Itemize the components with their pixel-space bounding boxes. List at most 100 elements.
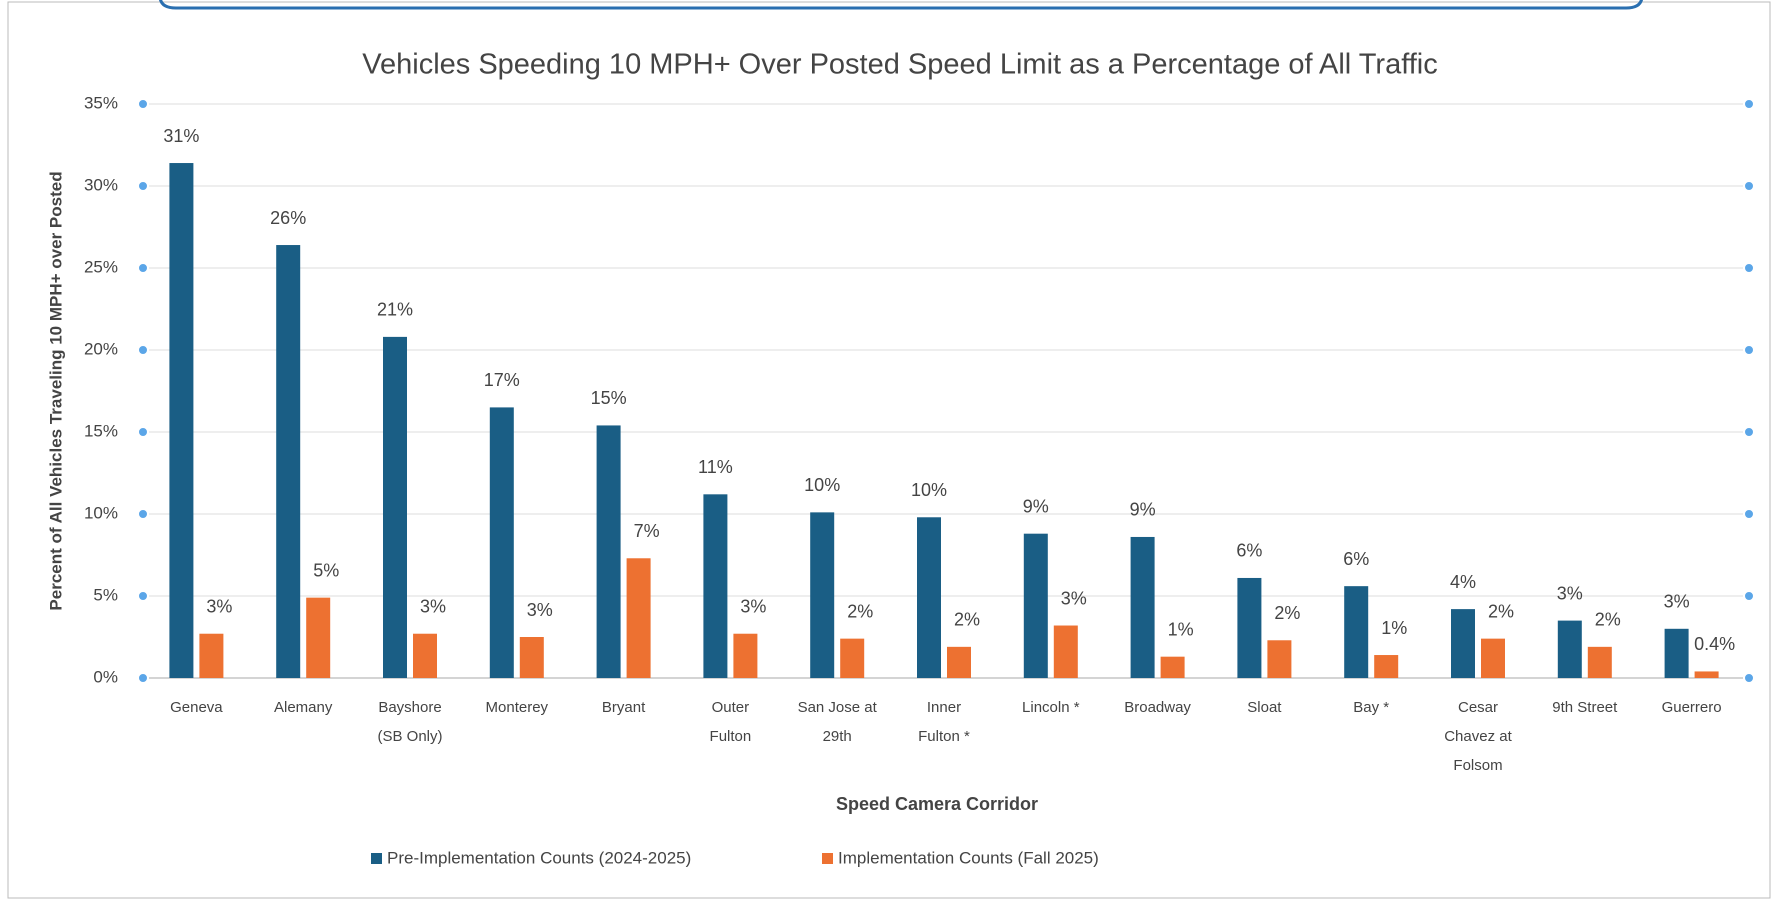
data-label: 0.4% <box>1694 634 1735 654</box>
bar <box>383 336 407 678</box>
x-tick-label: Guerrero <box>1661 699 1722 716</box>
axis-handle <box>1743 262 1755 274</box>
data-label: 2% <box>954 610 980 630</box>
data-label: 31% <box>163 126 199 146</box>
x-tick-label: Sloat <box>1247 699 1282 716</box>
axis-handle <box>1743 590 1755 602</box>
x-tick-label: Geneva <box>170 699 223 716</box>
bar <box>1053 625 1078 678</box>
axis-handle <box>1743 508 1755 520</box>
x-axis-title: Speed Camera Corridor <box>836 794 1038 814</box>
chart-frame <box>7 1 1771 899</box>
axis-handle <box>137 98 149 110</box>
data-label: 1% <box>1381 618 1407 638</box>
bar <box>489 407 514 678</box>
data-label: 26% <box>270 208 306 228</box>
x-tick-label: Broadway <box>1124 699 1191 716</box>
data-label: 4% <box>1450 572 1476 592</box>
bar <box>276 245 301 679</box>
bar <box>596 425 621 678</box>
bar <box>810 512 835 678</box>
legend-label: Implementation Counts (Fall 2025) <box>838 848 1099 867</box>
data-label: 3% <box>1557 583 1583 603</box>
data-label: 10% <box>804 475 840 495</box>
bar <box>1557 620 1582 678</box>
x-tick-label: Inner Fulton * <box>918 699 970 745</box>
data-label: 2% <box>847 601 873 621</box>
x-tick-label: Cesar Chavez at Folsom <box>1444 699 1512 774</box>
y-tick-label: 15% <box>84 421 118 440</box>
bar <box>519 637 544 678</box>
bar <box>947 646 971 678</box>
data-label: 3% <box>1664 592 1690 612</box>
y-tick-label: 25% <box>84 257 118 276</box>
legend-swatch <box>822 853 833 864</box>
bar <box>733 633 758 678</box>
bar <box>1023 533 1048 678</box>
legend-swatch <box>371 853 382 864</box>
data-label: 2% <box>1274 603 1300 623</box>
bar <box>413 633 437 678</box>
axis-handle <box>1743 672 1755 684</box>
bar <box>1374 655 1399 678</box>
y-tick-label: 5% <box>93 585 118 604</box>
data-label: 2% <box>1488 601 1514 621</box>
y-tick-label: 20% <box>84 339 118 358</box>
data-label: 7% <box>634 521 660 541</box>
y-axis-title: Percent of All Vehicles Traveling 10 MPH… <box>46 171 65 610</box>
bar <box>199 633 224 678</box>
bar <box>1664 628 1689 678</box>
x-tick-label: Bryant <box>601 699 646 716</box>
data-label: 6% <box>1236 541 1262 561</box>
data-label: 6% <box>1343 549 1369 569</box>
x-tick-label: Outer Fulton <box>709 699 752 745</box>
data-label: 3% <box>206 596 232 616</box>
x-tick-label: Bay * <box>1353 699 1390 716</box>
bar <box>1694 671 1719 678</box>
axis-handle <box>137 590 149 602</box>
bar <box>703 494 728 678</box>
bar <box>169 163 194 679</box>
x-tick-label: Bayshore (SB Only) <box>377 699 443 745</box>
selection-border <box>159 0 1643 10</box>
x-tick-label: Monterey <box>485 699 549 716</box>
data-label: 1% <box>1168 619 1194 639</box>
data-label: 10% <box>911 480 947 500</box>
bar <box>306 597 331 678</box>
data-label: 17% <box>484 370 520 390</box>
axis-handle <box>1743 426 1755 438</box>
bar <box>1451 609 1475 678</box>
data-label: 21% <box>377 300 413 320</box>
legend-label: Pre-Implementation Counts (2024-2025) <box>387 848 691 867</box>
axis-handle <box>137 426 149 438</box>
chart-title: Vehicles Speeding 10 MPH+ Over Posted Sp… <box>362 49 1438 81</box>
x-tick-label: Lincoln * <box>1022 699 1080 716</box>
axis-handle <box>137 262 149 274</box>
data-label: 3% <box>1061 588 1087 608</box>
x-tick-label: Alemany <box>274 699 333 716</box>
bar <box>1160 656 1185 678</box>
y-tick-label: 35% <box>84 93 118 112</box>
axis-handle <box>137 508 149 520</box>
bar <box>1237 577 1262 678</box>
data-label: 15% <box>591 388 627 408</box>
bar <box>1344 586 1369 678</box>
bar <box>1481 638 1505 678</box>
bar <box>1130 536 1155 678</box>
axis-handle <box>1743 98 1755 110</box>
y-tick-label: 0% <box>93 667 118 686</box>
data-label: 3% <box>740 596 766 616</box>
bar <box>840 638 865 678</box>
data-label: 3% <box>420 596 446 616</box>
data-label: 9% <box>1023 496 1049 516</box>
data-label: 11% <box>698 457 733 477</box>
bar <box>917 517 941 678</box>
axis-handle <box>1743 180 1755 192</box>
data-label: 3% <box>527 600 553 620</box>
x-tick-label: 9th Street <box>1552 699 1618 716</box>
bar <box>626 558 651 678</box>
bar <box>1587 646 1612 678</box>
axis-handle <box>137 180 149 192</box>
